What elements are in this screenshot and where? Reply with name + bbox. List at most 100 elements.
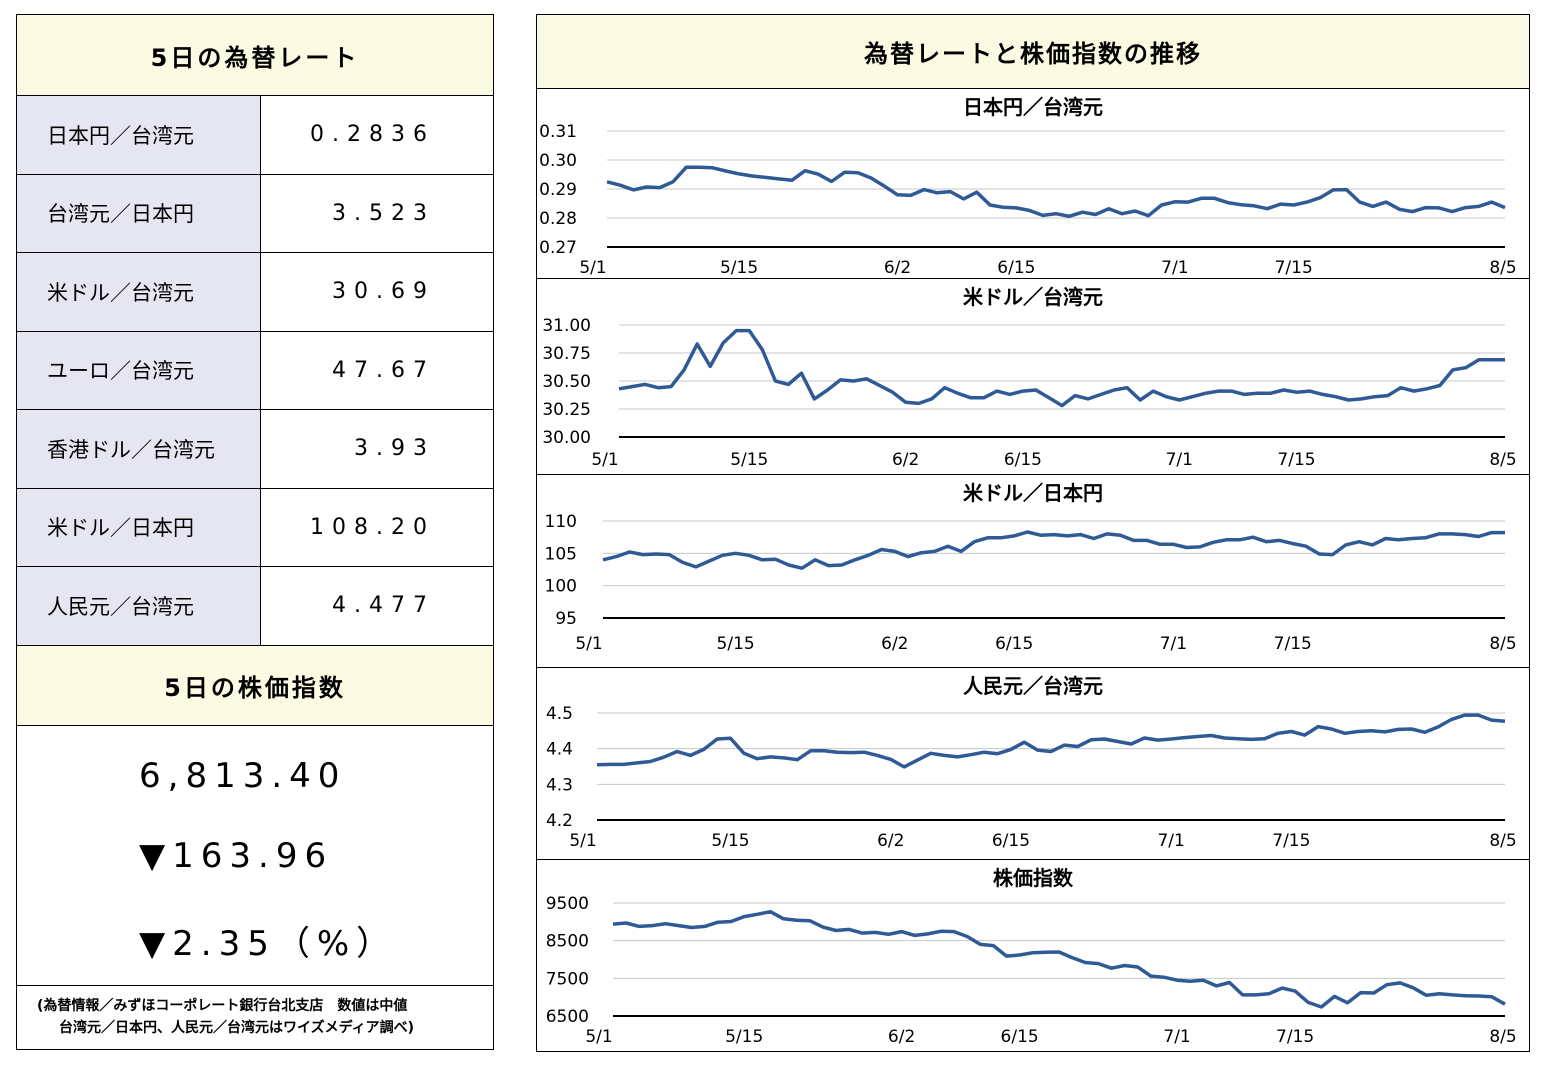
y-tick-label: 9500 — [546, 894, 589, 914]
x-tick-label: 7/1 — [1166, 450, 1193, 470]
chart-title: 米ドル／日本円 — [963, 481, 1103, 505]
y-tick-label: 0.27 — [539, 238, 577, 258]
x-tick-label: 7/15 — [1272, 831, 1310, 851]
rate-label: 日本円／台湾元 — [17, 96, 261, 174]
x-tick-label: 8/5 — [1489, 258, 1516, 278]
x-tick-label: 5/15 — [711, 831, 749, 851]
x-tick-label: 7/1 — [1160, 634, 1187, 654]
chart-5: 株価指数 6500 7500 8500 9500 5/1 5/15 6/2 6/15 7/1 7/1… — [537, 860, 1529, 1053]
chart-2: 米ドル／台湾元 30.00 30.25 30.50 30.75 31.00 5/1 5/15 6… — [537, 279, 1529, 475]
y-tick-label: 95 — [555, 609, 577, 629]
chart-3: 米ドル／日本円 95 100 105 110 5/1 5/15 6/2 6/15 7/1 7/15 8… — [537, 475, 1529, 668]
y-tick-label: 0.31 — [539, 122, 577, 142]
x-tick-label: 6/15 — [992, 831, 1030, 851]
x-tick-label: 5/1 — [585, 1027, 612, 1047]
rate-value: 0.2836 — [310, 122, 435, 148]
y-tick-label: 30.75 — [542, 344, 591, 364]
rate-row: 日本円／台湾元 0.2836 — [17, 96, 493, 175]
rate-row: 台湾元／日本円 3.523 — [17, 174, 493, 253]
x-tick-label: 6/2 — [888, 1027, 915, 1047]
rate-row: 米ドル／台湾元 30.69 — [17, 253, 493, 332]
footnote-line-2: 台湾元／日本円、人民元／台湾元はワイズメディア調べ) — [59, 1019, 414, 1036]
y-tick-label: 0.30 — [539, 151, 577, 171]
stock-body: 6,813.40 ▼163.96 ▼2.35（%） — [17, 726, 493, 986]
y-tick-label: 4.2 — [546, 811, 573, 831]
chart-title: 日本円／台湾元 — [963, 95, 1103, 119]
x-tick-label: 6/15 — [997, 258, 1035, 278]
rate-label: ユーロ／台湾元 — [17, 331, 261, 409]
series-line — [612, 909, 1506, 1009]
series-line — [596, 713, 1506, 769]
y-tick-label: 30.25 — [542, 400, 591, 420]
stock-index-change: ▼163.96 — [139, 835, 334, 876]
y-tick-label: 6500 — [546, 1007, 589, 1027]
rate-row: ユーロ／台湾元 47.67 — [17, 331, 493, 410]
x-tick-label: 5/1 — [591, 450, 618, 470]
chart-title: 人民元／台湾元 — [963, 674, 1103, 698]
chart-svg: 4.2 4.3 4.4 4.5 5/1 5/15 6/2 6/15 7/1 7/15 8/5 — [546, 704, 1517, 851]
stock-index-percent: ▼2.35（%） — [139, 923, 398, 964]
chart-1: 日本円／台湾元 0.27 0.28 0.29 0.30 0.31 5/1 5/15 6/2 6/1… — [537, 89, 1529, 279]
y-tick-label: 8500 — [546, 932, 589, 952]
rate-value: 3.93 — [354, 436, 435, 462]
x-tick-label: 5/15 — [730, 450, 768, 470]
rate-label: 人民元／台湾元 — [17, 567, 261, 645]
x-tick-label: 8/5 — [1489, 831, 1516, 851]
rate-label: 米ドル／日本円 — [17, 488, 261, 566]
chart-svg: 30.00 30.25 30.50 30.75 31.00 5/1 5/15 6/2 6/15 7… — [542, 316, 1516, 470]
rate-value: 47.67 — [332, 357, 435, 383]
x-tick-label: 7/1 — [1161, 258, 1188, 278]
y-tick-label: 105 — [545, 544, 577, 564]
rate-value: 3.523 — [332, 200, 435, 226]
x-tick-label: 6/15 — [995, 634, 1033, 654]
y-tick-label: 4.4 — [546, 740, 573, 760]
x-tick-label: 6/2 — [884, 258, 911, 278]
chart-4: 人民元／台湾元 4.2 4.3 4.4 4.5 5/1 5/15 6/2 6/15 7/1 7/15… — [537, 668, 1529, 860]
rates-table: 日本円／台湾元 0.2836 台湾元／日本円 3.523 米ドル／台湾元 30.69 ユーロ… — [17, 96, 493, 646]
footnote-line-1: (為替情報／みずほコーポレート銀行台北支店 数値は中値 — [37, 997, 408, 1014]
chart-svg: 0.27 0.28 0.29 0.30 0.31 5/1 5/15 6/2 6/15 7/1 7/1… — [539, 122, 1517, 278]
chart-title: 株価指数 — [993, 866, 1073, 890]
chart-svg: 6500 7500 8500 9500 5/1 5/15 6/2 6/15 7/1 7/15 8/5 — [546, 894, 1517, 1047]
y-tick-label: 4.5 — [546, 704, 573, 724]
stock-header: 5日の株価指数 — [17, 645, 493, 726]
series-line — [618, 328, 1505, 408]
x-tick-label: 7/15 — [1276, 1027, 1314, 1047]
y-tick-label: 31.00 — [542, 316, 591, 336]
series-line — [606, 165, 1506, 219]
left-panel: 5日の為替レート 日本円／台湾元 0.2836 台湾元／日本円 3.523 米ドル／台湾… — [16, 14, 494, 1050]
x-tick-label: 8/5 — [1489, 634, 1516, 654]
x-tick-label: 7/15 — [1277, 450, 1315, 470]
y-tick-label: 0.28 — [539, 209, 577, 229]
x-tick-label: 8/5 — [1489, 1027, 1516, 1047]
y-tick-label: 4.3 — [546, 775, 573, 795]
y-tick-label: 30.00 — [542, 428, 591, 448]
rate-label: 香港ドル／台湾元 — [17, 410, 261, 488]
rate-label: 台湾元／日本円 — [17, 174, 261, 252]
x-tick-label: 6/15 — [1004, 450, 1042, 470]
y-tick-label: 7500 — [546, 969, 589, 989]
x-tick-label: 7/15 — [1275, 258, 1313, 278]
y-tick-label: 0.29 — [539, 180, 577, 200]
x-tick-label: 7/1 — [1163, 1027, 1190, 1047]
y-tick-label: 30.50 — [542, 372, 591, 392]
chart-title: 米ドル／台湾元 — [963, 285, 1103, 309]
rate-value: 108.20 — [310, 514, 435, 540]
x-tick-label: 5/15 — [725, 1027, 763, 1047]
x-tick-label: 5/1 — [569, 831, 596, 851]
x-tick-label: 6/15 — [1001, 1027, 1039, 1047]
charts-container: 日本円／台湾元 0.27 0.28 0.29 0.30 0.31 5/1 5/15 6/2 6/1… — [537, 89, 1529, 1053]
x-tick-label: 5/1 — [575, 634, 602, 654]
rates-header: 5日の為替レート — [17, 15, 493, 96]
series-line — [602, 530, 1505, 570]
x-tick-label: 7/1 — [1157, 831, 1184, 851]
right-panel: 為替レートと株価指数の推移 日本円／台湾元 0.27 0.28 0.29 0.30 0.3… — [536, 14, 1530, 1052]
footnote: (為替情報／みずほコーポレート銀行台北支店 数値は中値 台湾元／日本円、人民元／… — [17, 986, 493, 1039]
x-tick-label: 8/5 — [1489, 450, 1516, 470]
x-tick-label: 7/15 — [1274, 634, 1312, 654]
x-tick-label: 6/2 — [881, 634, 908, 654]
x-tick-label: 5/15 — [717, 634, 755, 654]
x-tick-label: 5/1 — [579, 258, 606, 278]
charts-header: 為替レートと株価指数の推移 — [537, 15, 1529, 89]
rate-row: 人民元／台湾元 4.477 — [17, 567, 493, 646]
